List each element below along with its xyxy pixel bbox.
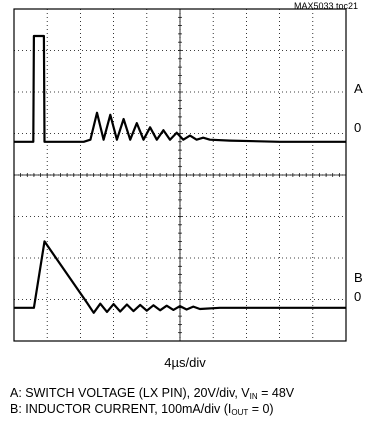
- traces: [14, 34, 346, 314]
- channel-b-label: B: [354, 270, 363, 285]
- graticule: [13, 8, 347, 342]
- channel-a-label: A: [354, 81, 363, 96]
- legend-a-text: A: SWITCH VOLTAGE (LX PIN), 20V/div, V: [10, 386, 250, 400]
- legend-a-tail: = 48V: [257, 386, 295, 400]
- figure-id: MAX5033 toc21: [293, 1, 358, 11]
- time-per-division-label: 4µs/div: [164, 355, 206, 370]
- legend-b-text: B: INDUCTOR CURRENT, 100mA/div (I: [10, 402, 232, 416]
- legend-b-subscript: OUT: [231, 408, 249, 417]
- legend-a-subscript: IN: [249, 392, 258, 401]
- legend-b-tail: = 0): [248, 402, 274, 416]
- channel-a-zero-label: 0: [354, 120, 362, 135]
- trace-channel-b: [14, 240, 346, 314]
- channel-b-zero-label: 0: [354, 289, 362, 304]
- legend-channel-b: B: INDUCTOR CURRENT, 100mA/div (IOUT = 0…: [10, 402, 274, 417]
- legend-channel-a: A: SWITCH VOLTAGE (LX PIN), 20V/div, VIN…: [10, 386, 294, 401]
- trace-channel-a: [14, 34, 346, 143]
